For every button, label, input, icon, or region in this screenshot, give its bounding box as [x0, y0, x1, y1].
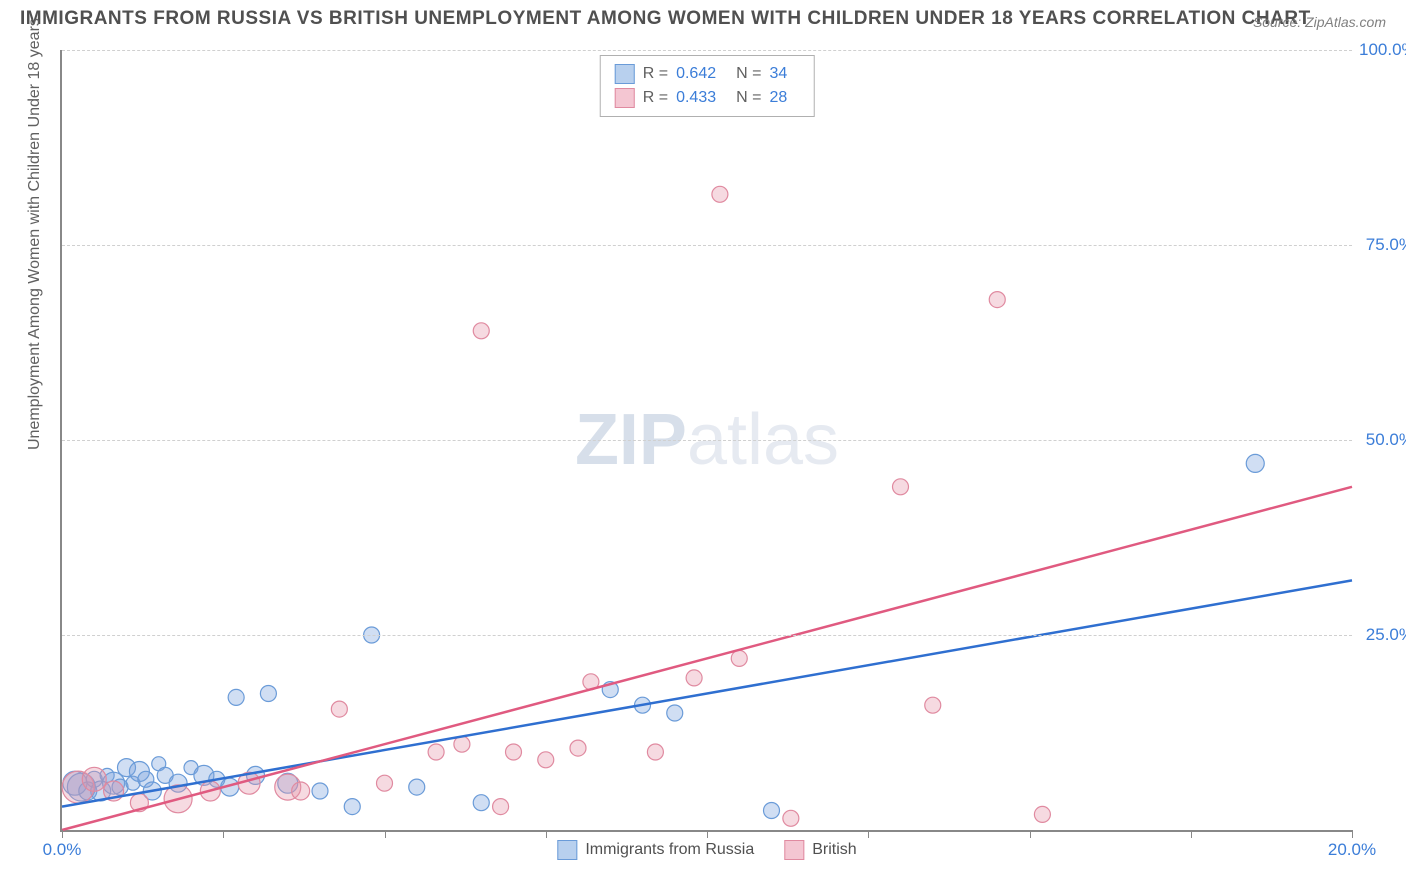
- scatter-point: [473, 795, 489, 811]
- series-legend-item-1: British: [784, 840, 856, 860]
- scatter-point: [667, 705, 683, 721]
- scatter-point: [712, 186, 728, 202]
- scatter-point: [493, 799, 509, 815]
- series-legend-item-0: Immigrants from Russia: [557, 840, 754, 860]
- scatter-point: [292, 782, 310, 800]
- swatch-series-1-bottom: [784, 840, 804, 860]
- x-tick: [546, 830, 547, 838]
- scatter-point: [409, 779, 425, 795]
- scatter-point: [731, 650, 747, 666]
- gridline-h: [62, 50, 1352, 51]
- y-tick-label: 75.0%: [1359, 235, 1406, 255]
- scatter-point: [82, 767, 106, 791]
- chart-title: IMMIGRANTS FROM RUSSIA VS BRITISH UNEMPL…: [20, 8, 1311, 30]
- scatter-point: [893, 479, 909, 495]
- scatter-point: [1034, 806, 1050, 822]
- plot-area: ZIPatlas R = 0.642 N = 34 R = 0.433 N = …: [60, 50, 1352, 832]
- trend-line: [62, 580, 1352, 806]
- x-tick: [1030, 830, 1031, 838]
- source-attribution: Source: ZipAtlas.com: [1253, 14, 1386, 30]
- scatter-point: [925, 697, 941, 713]
- gridline-h: [62, 635, 1352, 636]
- series-legend-label-1: British: [812, 841, 856, 859]
- x-tick: [385, 830, 386, 838]
- series-legend: Immigrants from Russia British: [557, 840, 856, 860]
- x-tick: [1191, 830, 1192, 838]
- y-tick-label: 25.0%: [1359, 625, 1406, 645]
- scatter-point: [647, 744, 663, 760]
- gridline-h: [62, 245, 1352, 246]
- gridline-h: [62, 440, 1352, 441]
- scatter-point: [428, 744, 444, 760]
- scatter-point: [228, 689, 244, 705]
- scatter-point: [506, 744, 522, 760]
- y-tick-label: 100.0%: [1359, 40, 1406, 60]
- scatter-point: [764, 803, 780, 819]
- y-axis-label: Unemployment Among Women with Children U…: [26, 18, 44, 450]
- x-tick-label: 0.0%: [43, 840, 82, 860]
- x-tick: [1352, 830, 1353, 838]
- y-tick-label: 50.0%: [1359, 430, 1406, 450]
- scatter-point: [538, 752, 554, 768]
- scatter-point: [312, 783, 328, 799]
- scatter-point: [783, 810, 799, 826]
- scatter-point: [989, 292, 1005, 308]
- scatter-point: [1246, 454, 1264, 472]
- x-tick: [707, 830, 708, 838]
- x-tick: [223, 830, 224, 838]
- x-tick-label: 20.0%: [1328, 840, 1376, 860]
- swatch-series-0-bottom: [557, 840, 577, 860]
- trend-line: [62, 487, 1352, 830]
- scatter-point: [344, 799, 360, 815]
- scatter-point: [260, 686, 276, 702]
- scatter-point: [473, 323, 489, 339]
- scatter-point: [570, 740, 586, 756]
- series-legend-label-0: Immigrants from Russia: [585, 841, 754, 859]
- x-tick: [868, 830, 869, 838]
- x-tick: [62, 830, 63, 838]
- scatter-point: [377, 775, 393, 791]
- scatter-point: [686, 670, 702, 686]
- scatter-point: [331, 701, 347, 717]
